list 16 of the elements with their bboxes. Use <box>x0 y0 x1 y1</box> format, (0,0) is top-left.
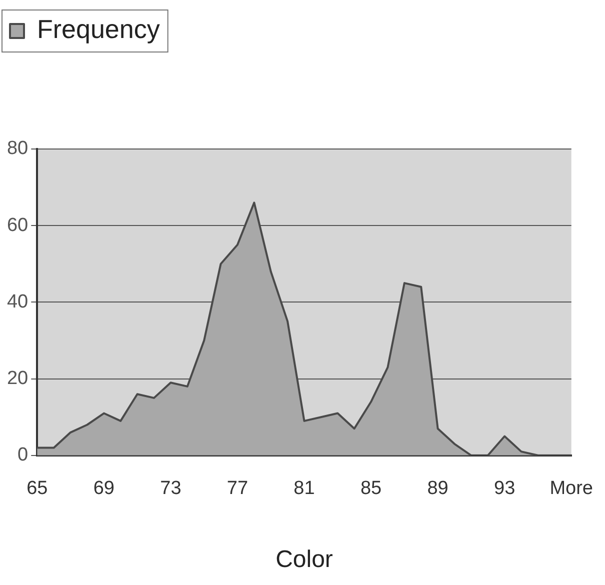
x-axis-title: Color <box>276 546 333 574</box>
x-tick-label: 69 <box>93 478 114 500</box>
x-tick-label: 73 <box>160 478 182 500</box>
y-tick-label: 80 <box>6 138 28 160</box>
y-tick-label: 0 <box>18 444 28 466</box>
x-tick-label: 77 <box>226 478 248 500</box>
y-tick-label: 60 <box>6 214 28 236</box>
x-tick-label: 93 <box>494 478 516 500</box>
y-tick-label: 40 <box>6 291 28 312</box>
x-tick-label: 65 <box>26 478 48 500</box>
x-tick-label: 85 <box>360 478 382 500</box>
y-tick-label: 20 <box>6 368 28 390</box>
x-tick-label: 89 <box>427 478 448 500</box>
x-tick-label: 81 <box>294 478 315 500</box>
legend-label: Frequency <box>37 14 160 44</box>
x-tick-label: More <box>550 478 594 500</box>
